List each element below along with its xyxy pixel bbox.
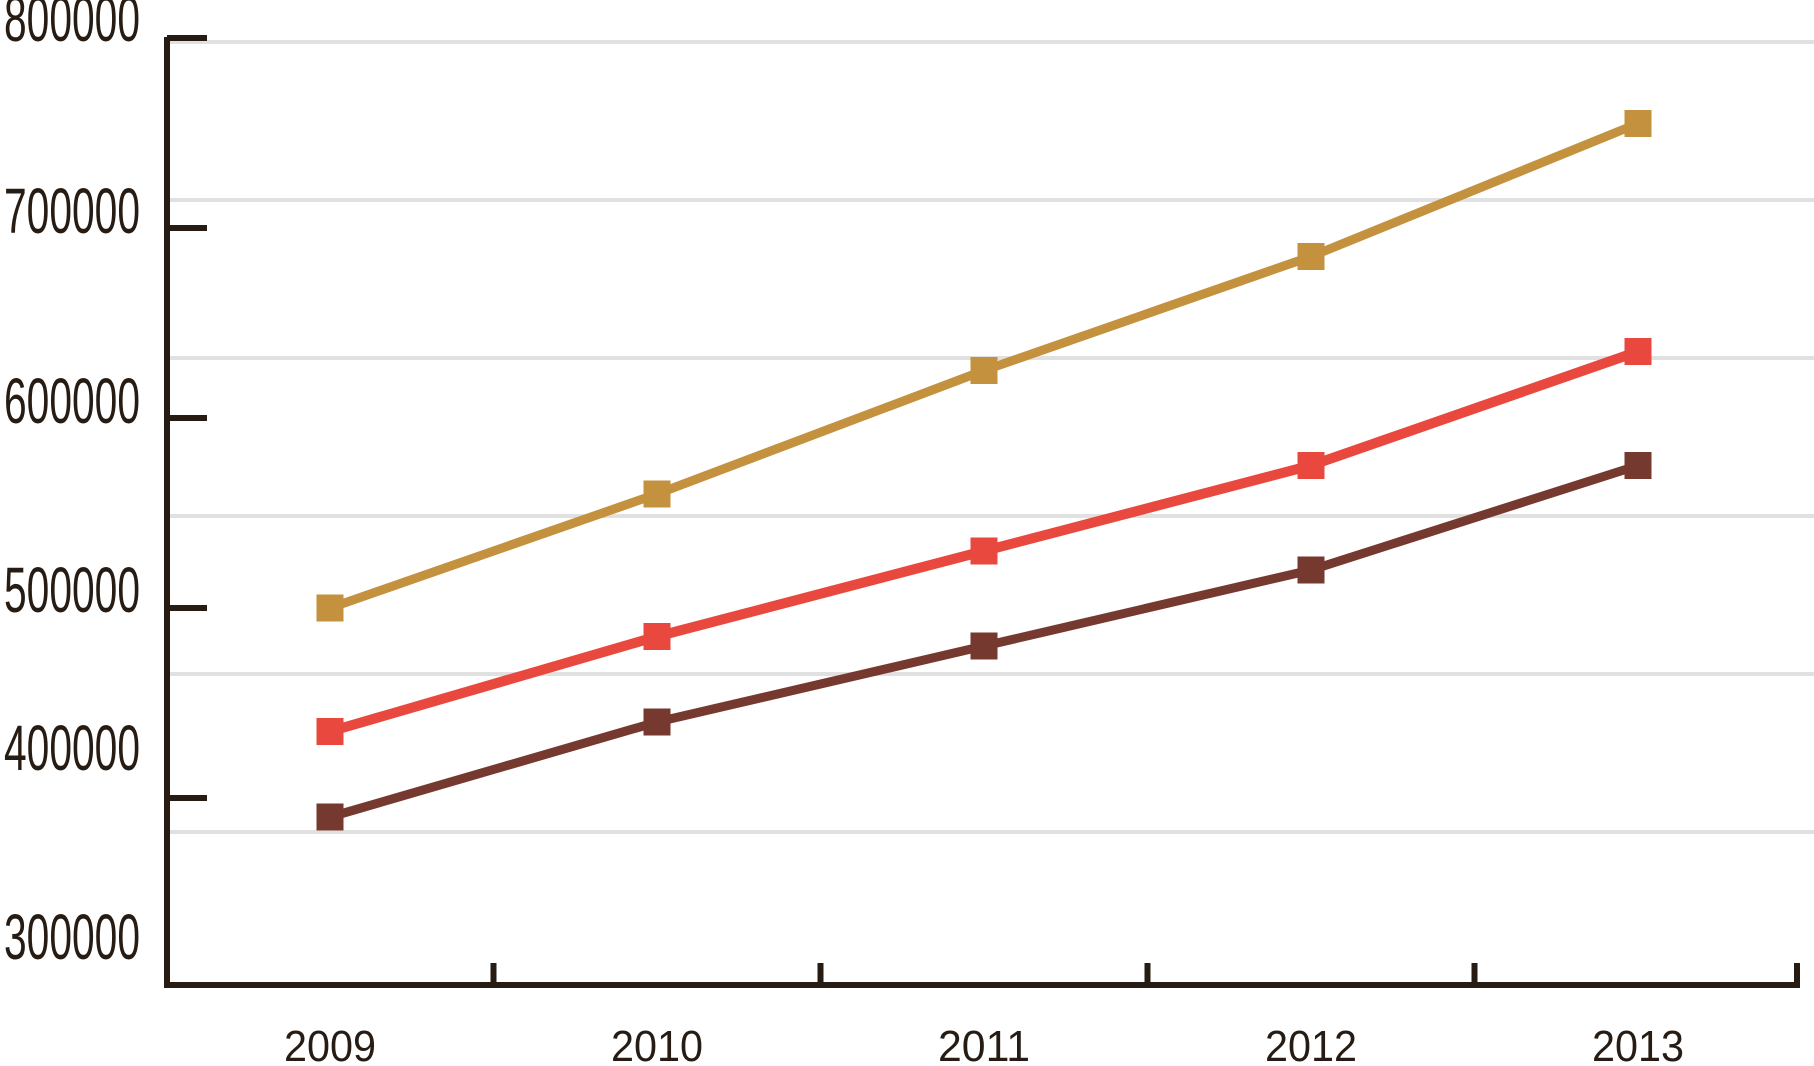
x-axis-label: 2013 <box>1592 1022 1684 1066</box>
data-point-bottom-dark-brown-2010 <box>643 708 671 736</box>
y-axis-label: 700000 <box>4 175 140 247</box>
series-middle-red <box>316 338 1652 745</box>
data-point-top-tan-2011 <box>970 357 998 384</box>
x-axis-label: 2009 <box>284 1022 376 1066</box>
data-point-middle-red-2011 <box>970 537 998 565</box>
y-axis: 800000 700000 600000 500000 400000 300000 <box>4 0 207 973</box>
data-point-middle-red-2013 <box>1624 338 1652 365</box>
data-point-middle-red-2012 <box>1297 452 1325 479</box>
data-point-top-tan-2009 <box>316 594 344 622</box>
data-point-bottom-dark-brown-2011 <box>970 632 998 660</box>
series-bottom-dark-brown <box>316 452 1652 831</box>
y-axis-label: 300000 <box>4 901 140 973</box>
series-top-tan <box>316 110 1652 622</box>
y-axis-label: 400000 <box>4 712 140 784</box>
data-point-top-tan-2013 <box>1624 110 1652 137</box>
x-axis-label: 2012 <box>1265 1022 1357 1066</box>
y-axis-label: 600000 <box>4 365 140 437</box>
data-point-bottom-dark-brown-2009 <box>316 803 344 831</box>
data-point-middle-red-2009 <box>316 718 344 745</box>
y-axis-label: 500000 <box>4 554 140 626</box>
axes <box>164 37 1800 988</box>
data-point-middle-red-2010 <box>643 623 671 650</box>
x-axis: 2009 2010 2011 2012 2013 <box>284 963 1684 1066</box>
data-point-top-tan-2012 <box>1297 243 1325 270</box>
y-axis-label: 800000 <box>4 0 140 55</box>
x-axis-label: 2011 <box>938 1022 1030 1066</box>
x-axis-label: 2010 <box>611 1022 703 1066</box>
axis-lines <box>164 37 1800 988</box>
data-point-bottom-dark-brown-2012 <box>1297 556 1325 584</box>
data-point-top-tan-2010 <box>643 480 671 508</box>
data-point-bottom-dark-brown-2013 <box>1624 452 1652 479</box>
